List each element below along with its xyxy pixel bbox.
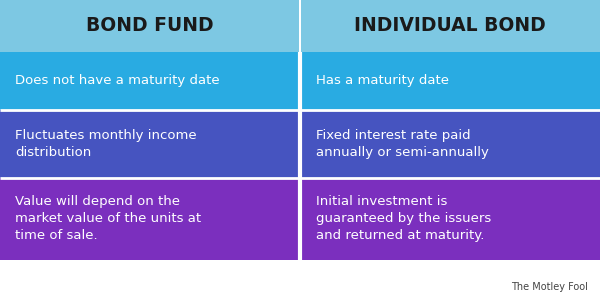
Bar xyxy=(301,178,600,260)
Text: The Motley Fool: The Motley Fool xyxy=(511,283,588,292)
Bar xyxy=(301,110,600,178)
Text: Has a maturity date: Has a maturity date xyxy=(316,74,449,88)
Text: Fixed interest rate paid
annually or semi-annually: Fixed interest rate paid annually or sem… xyxy=(316,129,489,159)
Bar xyxy=(0,52,299,110)
Bar xyxy=(0,0,299,52)
Text: Fluctuates monthly income
distribution: Fluctuates monthly income distribution xyxy=(15,129,197,159)
Text: INDIVIDUAL BOND: INDIVIDUAL BOND xyxy=(354,16,546,35)
Text: Does not have a maturity date: Does not have a maturity date xyxy=(15,74,220,88)
Bar xyxy=(0,178,299,260)
Bar xyxy=(301,0,600,52)
Text: BOND FUND: BOND FUND xyxy=(86,16,214,35)
Text: Value will depend on the
market value of the units at
time of sale.: Value will depend on the market value of… xyxy=(15,196,201,242)
Text: Initial investment is
guaranteed by the issuers
and returned at maturity.: Initial investment is guaranteed by the … xyxy=(316,196,491,242)
Bar xyxy=(301,52,600,110)
Bar xyxy=(0,110,299,178)
